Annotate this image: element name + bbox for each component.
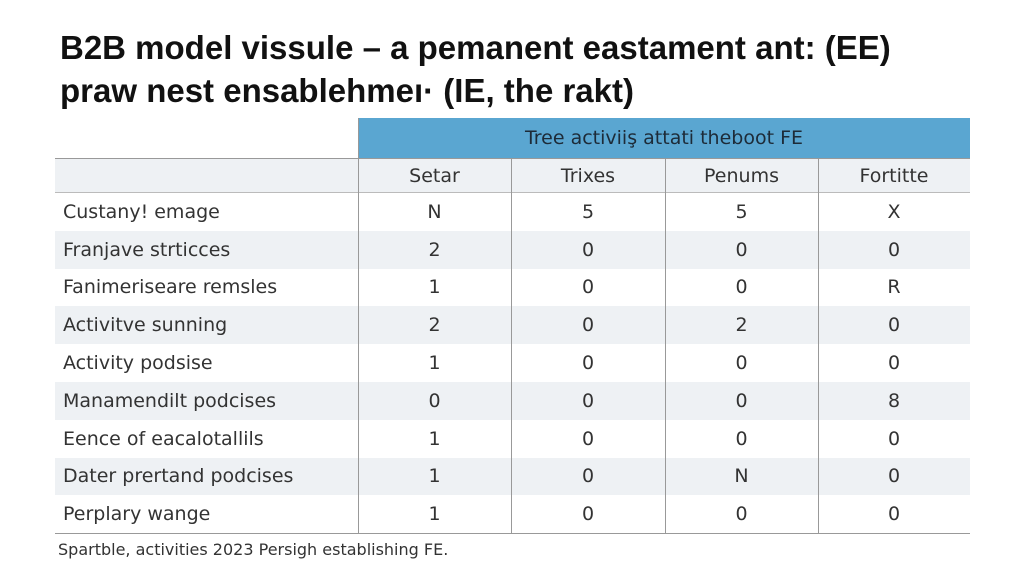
column-rule [818,158,819,534]
row-bg [55,457,970,496]
table-cell: 2 [735,314,748,337]
table-cell: 0 [735,503,748,526]
table-cell: 0 [735,238,748,261]
table-cell: N [427,200,442,223]
group-header: Tree activiiş attati theboot FE [358,118,970,158]
row-label: Dater prertand podcises [63,465,294,488]
table-cell: 1 [428,427,441,450]
table-cell: 1 [428,352,441,375]
row-bg [55,193,970,231]
table-cell: 0 [887,352,901,375]
table-cell: 2 [428,238,441,261]
table-cell: 1 [428,276,441,299]
column-header: Fortitte [859,164,929,187]
table-cell: 0 [581,276,595,299]
table-cell: 2 [428,314,441,337]
table-cell: 0 [887,465,901,488]
row-label: Perplary wange [63,503,211,526]
table-cell: 0 [581,427,595,450]
title: B2B model vissule – a pemanent eastament… [60,26,891,112]
row-bg [55,268,970,307]
row-bg [55,382,970,420]
table-bottom-rule [55,533,970,535]
table-cell: 5 [581,200,595,223]
title-line: praw nest ensablehmeı· (IE, the rakt) [60,72,634,109]
table-cell: 0 [887,427,901,450]
row-label: Activitve sunning [63,314,228,337]
table-cell: N [734,465,749,488]
table-cell: 1 [428,503,441,526]
table-cell: 5 [735,200,748,223]
row-bg [55,419,970,458]
column-header: Trixes [560,164,616,187]
row-bg [55,306,970,345]
table-cell: 0 [887,314,901,337]
row-label: Eence of eacalotallils [63,427,264,450]
table-cell: 0 [735,389,748,412]
table-cell: 8 [887,389,901,412]
row-bg [55,230,970,269]
table-cell: 0 [428,389,441,412]
table-cell: 0 [735,276,748,299]
table-cell: 0 [735,352,748,375]
row-label: Manamendilt podcises [63,389,277,412]
table-cell: 0 [735,427,748,450]
table-cell: X [887,200,901,223]
column-rule [358,118,359,534]
column-header: Penums [704,164,779,187]
column-rule [511,158,512,534]
table-cell: 0 [581,389,595,412]
row-label: Franjave strticces [63,238,231,261]
table-cell: 0 [581,238,595,261]
table-cell: 0 [581,465,595,488]
table-cell: 0 [581,352,595,375]
footnote: Spartble, activities 2023 Persigh establ… [58,540,449,559]
table-cell: 0 [887,238,901,261]
row-label: Fanimeriseare remsles [63,276,278,299]
row-label: Custany! emage [63,200,220,223]
column-header: Setar [409,164,460,187]
row-label: Activity podsise [63,352,213,375]
title-line: B2B model vissule – a pemanent eastament… [60,29,891,66]
table-cell: 0 [581,314,595,337]
header-row-bg [55,158,970,193]
column-rule [665,158,666,534]
table-cell: 0 [887,503,901,526]
row-bg [55,495,970,534]
table-cell: R [887,276,901,299]
row-bg [55,344,970,382]
table-cell: 1 [428,465,441,488]
table-cell: 0 [581,503,595,526]
